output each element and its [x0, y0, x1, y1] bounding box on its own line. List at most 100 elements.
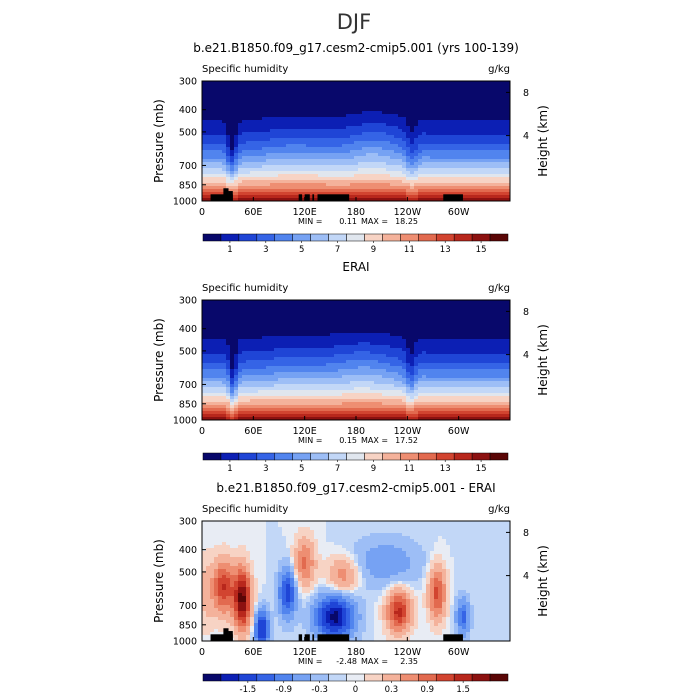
heatmap-cell — [314, 117, 319, 121]
heatmap-cell — [230, 360, 235, 364]
heatmap-cell — [238, 339, 243, 343]
heatmap-cell — [390, 126, 395, 130]
heatmap-cell — [386, 192, 391, 196]
heatmap-cell — [238, 156, 243, 160]
heatmap-cell — [462, 123, 467, 127]
heatmap-cell — [290, 198, 295, 202]
heatmap-cell — [342, 102, 347, 106]
heatmap-cell — [398, 84, 403, 88]
heatmap-cell — [266, 111, 271, 115]
heatmap-cell — [454, 363, 459, 367]
heatmap-cell — [318, 180, 323, 184]
heatmap-cell — [362, 108, 367, 112]
heatmap-cell — [266, 120, 271, 124]
heatmap-cell — [278, 363, 283, 367]
heatmap-cell — [430, 102, 435, 106]
heatmap-cell — [214, 189, 219, 193]
heatmap-cell — [378, 357, 383, 361]
heatmap-cell — [454, 351, 459, 355]
heatmap-cell — [322, 96, 327, 100]
heatmap-cell — [502, 198, 507, 202]
heatmap-cell — [454, 120, 459, 124]
heatmap-cell — [506, 168, 511, 172]
heatmap-cell — [442, 120, 447, 124]
heatmap-cell — [502, 171, 507, 175]
heatmap-cell — [202, 318, 207, 322]
heatmap-cell — [366, 195, 371, 199]
heatmap-cell — [386, 315, 391, 319]
heatmap-cell — [482, 126, 487, 130]
heatmap-cell — [314, 351, 319, 355]
heatmap-cell — [206, 117, 211, 121]
heatmap-cell — [206, 315, 211, 319]
heatmap-cell — [274, 300, 279, 304]
heatmap-cell — [290, 84, 295, 88]
heatmap-cell — [506, 309, 511, 313]
heatmap-cell — [218, 111, 223, 115]
heatmap-cell — [470, 333, 475, 337]
heatmap-cell — [206, 339, 211, 343]
heatmap-cell — [338, 153, 343, 157]
heatmap-cell — [330, 162, 335, 166]
heatmap-cell — [446, 117, 451, 121]
heatmap-cell — [210, 135, 215, 139]
heatmap-cell — [202, 180, 207, 184]
heatmap-cell — [242, 351, 247, 355]
heatmap-cell — [422, 315, 427, 319]
heatmap-cell — [306, 87, 311, 91]
heatmap-cell — [434, 108, 439, 112]
max-value: 18.25 — [395, 217, 418, 226]
heatmap-cell — [302, 159, 307, 163]
heatmap-cell — [470, 360, 475, 364]
heatmap-cell — [338, 324, 343, 328]
heatmap-cell — [502, 351, 507, 355]
heatmap-cell — [358, 153, 363, 157]
heatmap-cell — [338, 312, 343, 316]
heatmap-cell — [482, 102, 487, 106]
heatmap-cell — [258, 114, 263, 118]
heatmap-cell — [310, 147, 315, 151]
heatmap-cell — [482, 180, 487, 184]
heatmap-cell — [438, 186, 443, 190]
heatmap-cell — [238, 123, 243, 127]
heatmap-cell — [494, 177, 499, 181]
heatmap-cell — [202, 177, 207, 181]
heatmap-cell — [206, 174, 211, 178]
heatmap-cell — [274, 189, 279, 193]
heatmap-cell — [322, 144, 327, 148]
heatmap-cell — [390, 93, 395, 97]
heatmap-cell — [266, 351, 271, 355]
heatmap-cell — [446, 162, 451, 166]
heatmap-cell — [506, 129, 511, 133]
heatmap-cell — [310, 141, 315, 145]
heatmap-cell — [466, 315, 471, 319]
heatmap-cell — [374, 135, 379, 139]
heatmap-cell — [302, 186, 307, 190]
heatmap-cell — [470, 192, 475, 196]
heatmap-cell — [454, 117, 459, 121]
heatmap-cell — [386, 111, 391, 115]
heatmap-cell — [226, 300, 231, 304]
heatmap-cell — [330, 135, 335, 139]
heatmap-cell — [418, 117, 423, 121]
heatmap-cell — [266, 87, 271, 91]
heatmap-cell — [274, 96, 279, 100]
heatmap-cell — [442, 150, 447, 154]
heatmap-cell — [454, 189, 459, 193]
heatmap-cell — [258, 363, 263, 367]
y-tick-label: 700 — [179, 161, 197, 172]
heatmap-cell — [230, 336, 235, 340]
heatmap-cell — [242, 189, 247, 193]
heatmap-cell — [246, 156, 251, 160]
heatmap-cell — [230, 96, 235, 100]
heatmap-cell — [506, 153, 511, 157]
heatmap-cell — [462, 117, 467, 121]
heatmap-cell — [450, 138, 455, 142]
heatmap-cell — [310, 171, 315, 175]
heatmap-cell — [490, 342, 495, 346]
heatmap-cell — [410, 162, 415, 166]
heatmap-cell — [362, 342, 367, 346]
heatmap-cell — [430, 108, 435, 112]
heatmap-cell — [278, 144, 283, 148]
heatmap-cell — [206, 324, 211, 328]
